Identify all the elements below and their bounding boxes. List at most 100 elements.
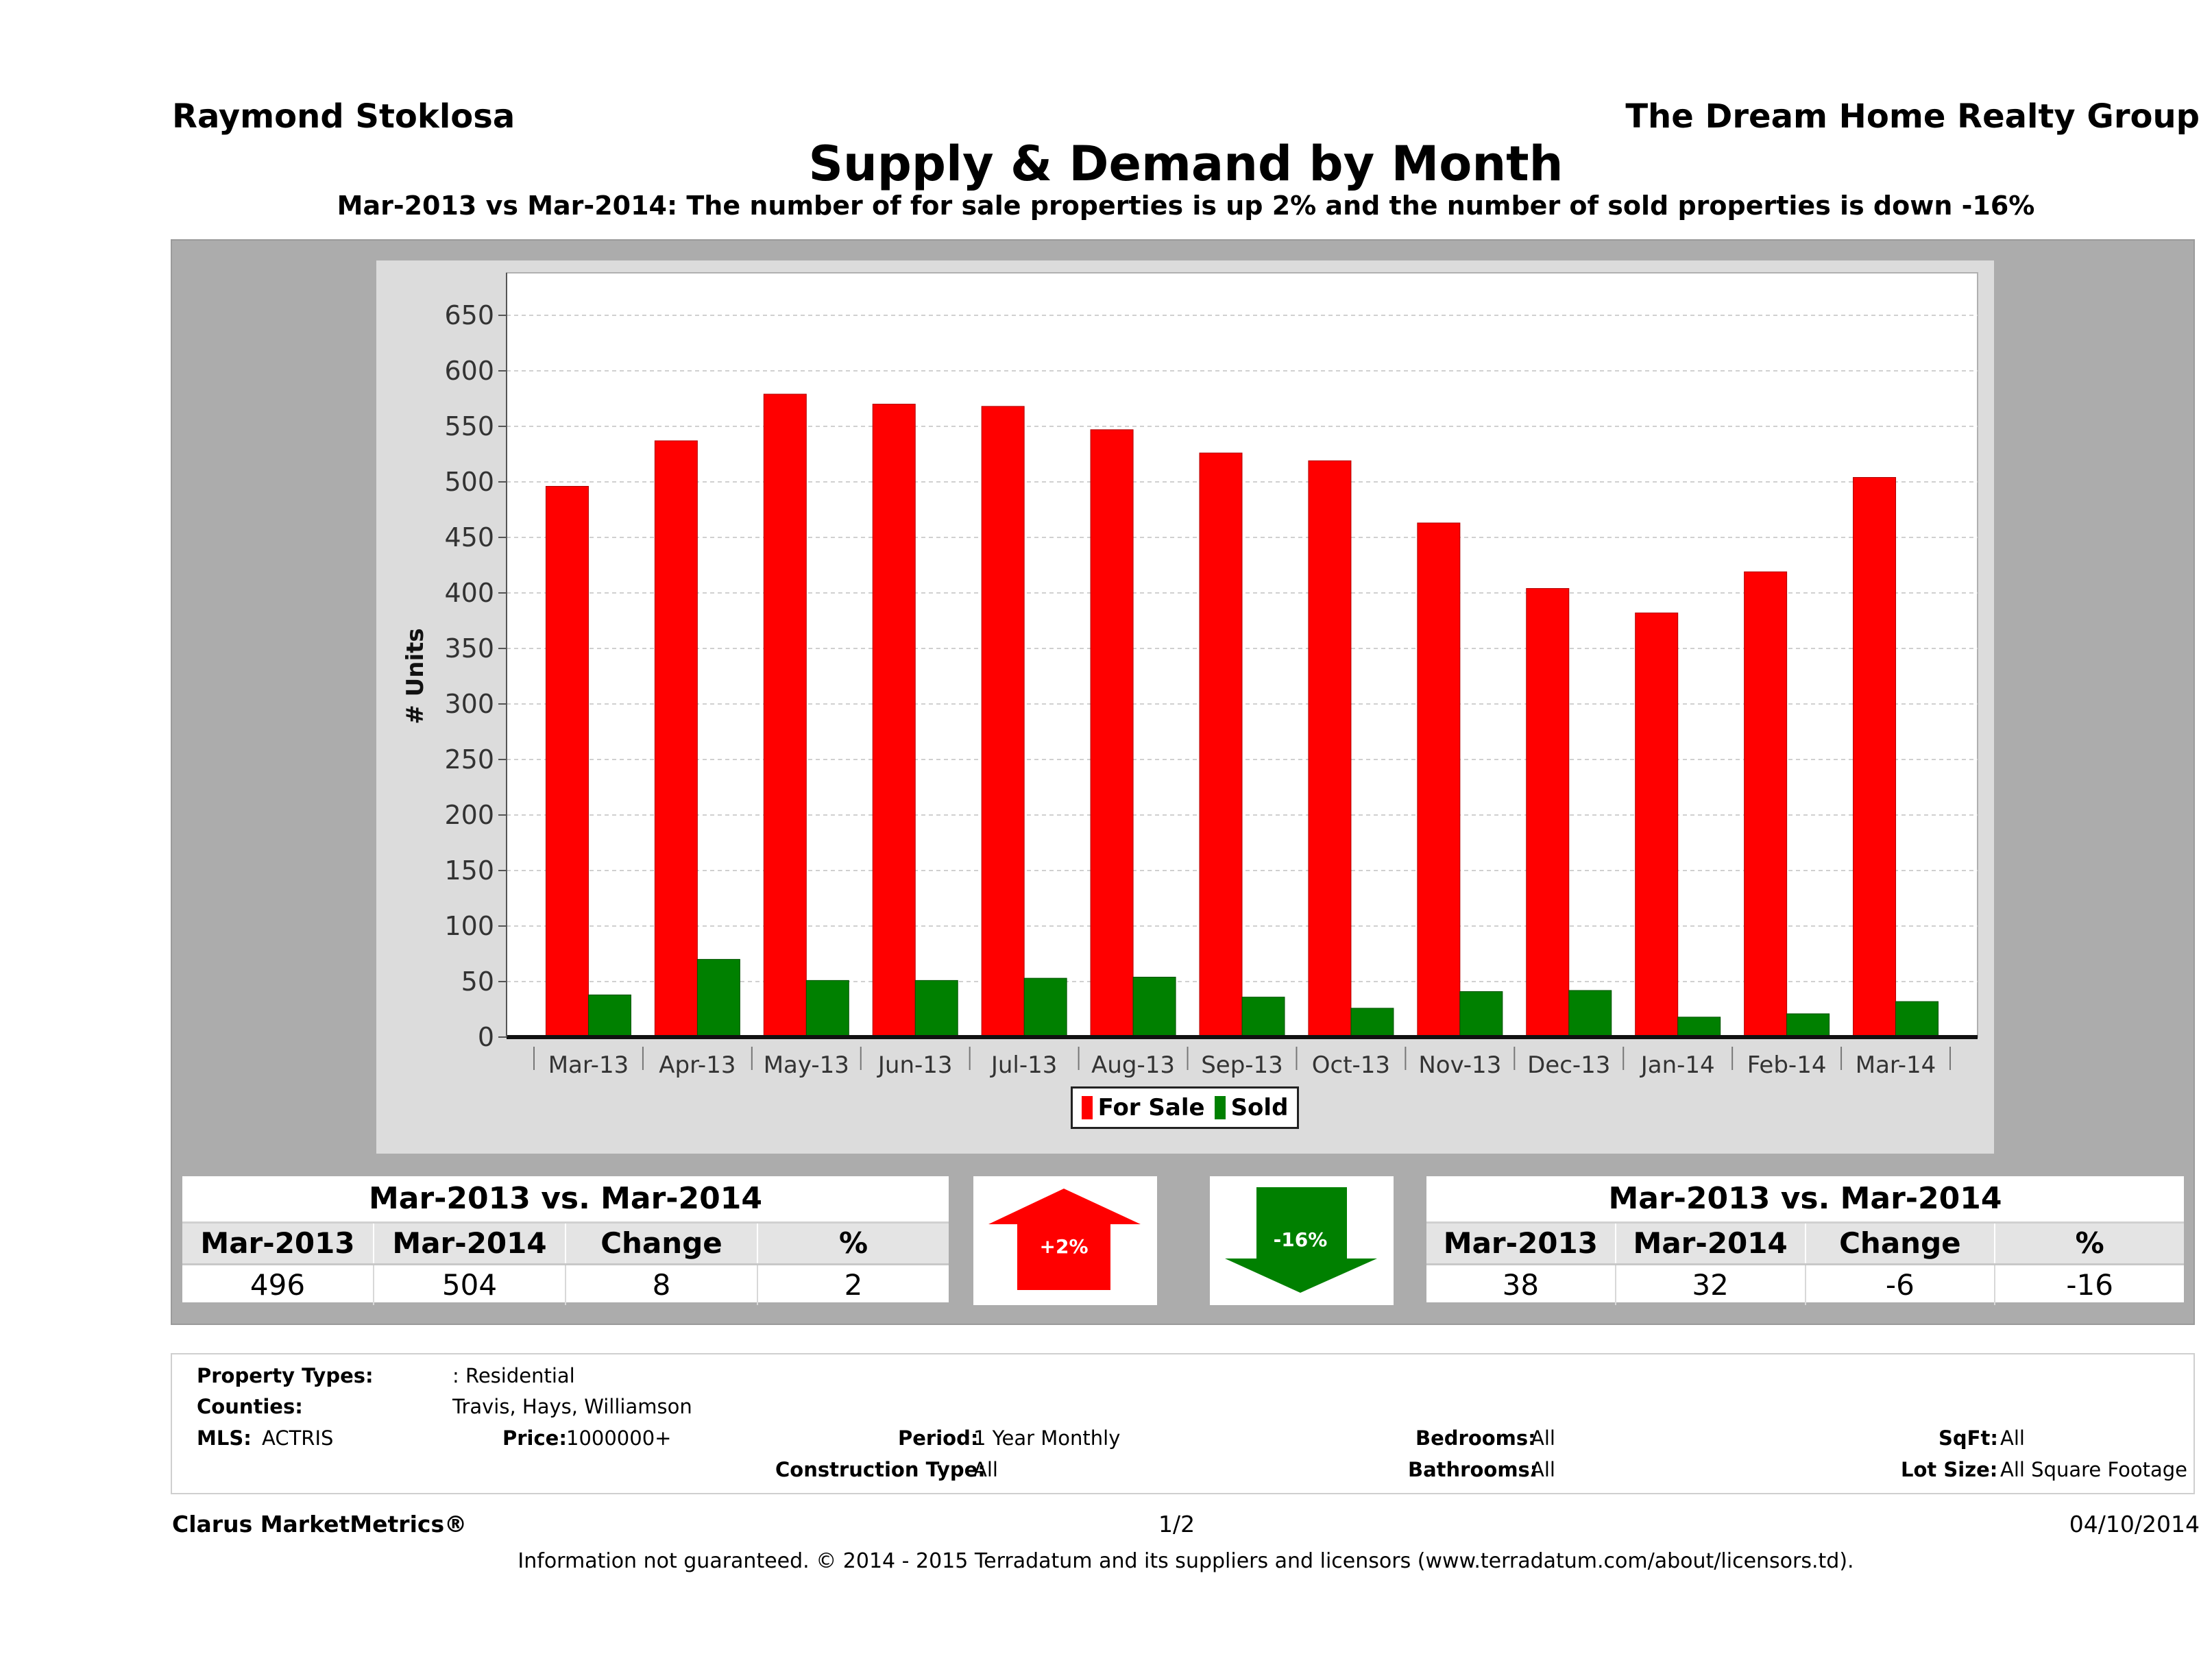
bar-for-sale — [1635, 612, 1679, 1038]
stats-value-row: 496 504 8 2 — [182, 1265, 949, 1305]
y-tick-label: 250 — [444, 744, 494, 775]
stats-header-cell: Mar-2014 — [374, 1224, 566, 1263]
bar-for-sale — [1417, 522, 1461, 1038]
bar-sold — [1241, 997, 1285, 1038]
stats-header-cell: Mar-2013 — [1426, 1224, 1616, 1263]
construction-type-label: Construction Type: — [775, 1458, 986, 1481]
period-value: 1 Year Monthly — [973, 1426, 1121, 1450]
x-tick-label: Apr-13 — [659, 1051, 736, 1079]
stats-header-cell: Change — [1806, 1224, 1996, 1263]
legend-item-for-sale: For Sale — [1081, 1094, 1205, 1121]
y-tick-label: 50 — [461, 966, 494, 997]
x-tick-label: Mar-13 — [548, 1051, 629, 1079]
y-tick-label: 0 — [478, 1022, 494, 1052]
bar-for-sale — [981, 406, 1025, 1038]
price-value: 1000000+ — [566, 1426, 672, 1450]
counties-value: Travis, Hays, Williamson — [452, 1395, 692, 1418]
mls-label: MLS: — [197, 1426, 252, 1450]
page-number: 1/2 — [1158, 1511, 1195, 1537]
up-arrow-label: +2% — [1040, 1235, 1089, 1258]
report-date: 04/10/2014 — [2069, 1511, 2200, 1537]
bar-for-sale — [545, 485, 589, 1038]
property-types-label: Property Types: — [197, 1364, 374, 1387]
stats-header-cell: % — [2075, 1226, 2104, 1260]
stats-value-cell: 8 — [566, 1265, 758, 1305]
for-sale-change-indicator: +2% — [973, 1176, 1157, 1305]
bar-sold — [1568, 990, 1612, 1038]
chart-title: Supply & Demand by Month — [808, 136, 1564, 192]
stats-value-cell: 496 — [182, 1265, 374, 1305]
y-tick-label: 550 — [444, 411, 494, 441]
y-tick-label: 300 — [444, 689, 494, 719]
stats-value-cell: 504 — [374, 1265, 566, 1305]
stats-title: Mar-2013 vs. Mar-2014 — [182, 1176, 949, 1224]
x-tick-label: May-13 — [764, 1051, 849, 1079]
legend-swatch-for-sale — [1081, 1096, 1093, 1119]
stats-value-cell: -16 — [2066, 1268, 2113, 1302]
y-tick-label: 100 — [444, 911, 494, 941]
x-tick-label: Jul-13 — [990, 1051, 1058, 1079]
x-tick-label: Feb-14 — [1747, 1051, 1827, 1079]
sold-change-indicator: -16% — [1210, 1176, 1394, 1305]
sold-stats-table: Mar-2013 vs. Mar-2014 Mar-2013 Mar-2014 … — [1426, 1176, 2184, 1305]
stats-header-cell: Change — [566, 1224, 758, 1263]
bar-for-sale — [1744, 571, 1788, 1038]
stats-value-cell: 38 — [1426, 1265, 1616, 1305]
bar-for-sale — [872, 404, 916, 1038]
stats-header-cell: Mar-2013 — [182, 1224, 374, 1263]
legend-label-for-sale: For Sale — [1097, 1094, 1205, 1121]
footer-brand: Clarus MarketMetrics® — [172, 1511, 467, 1537]
y-tick-label: 650 — [444, 300, 494, 330]
chart-subtitle: Mar-2013 vs Mar-2014: The number of for … — [337, 191, 2035, 221]
y-tick-label: 150 — [444, 855, 494, 886]
down-arrow-label: -16% — [1274, 1228, 1328, 1251]
bedrooms-label: Bedrooms: — [1415, 1426, 1536, 1450]
agent-name: Raymond Stoklosa — [172, 97, 515, 136]
bedrooms-value: All — [1531, 1426, 1555, 1450]
lot-size-label: Lot Size: — [1901, 1458, 1998, 1481]
mls-value: ACTRIS — [262, 1426, 334, 1450]
y-tick-label: 500 — [444, 467, 494, 497]
y-axis-label: # Units — [402, 628, 429, 724]
bathrooms-value: All — [1531, 1458, 1555, 1481]
bar-sold — [1350, 1008, 1394, 1038]
bar-sold — [1786, 1013, 1830, 1038]
bar-for-sale — [1853, 477, 1897, 1038]
lot-size-value: All Square Footage — [2000, 1458, 2188, 1481]
sqft-value: All — [2000, 1426, 2025, 1450]
stats-header-cell: Mar-2014 — [1616, 1224, 1806, 1263]
filter-criteria-box — [171, 1353, 2195, 1494]
bathrooms-label: Bathrooms: — [1408, 1458, 1538, 1481]
x-tick-label: Aug-13 — [1091, 1051, 1175, 1079]
stats-header-row: Mar-2013 Mar-2014 Change % — [182, 1224, 949, 1265]
bar-for-sale — [1308, 460, 1352, 1038]
bar-sold — [1132, 977, 1176, 1038]
legend-label-sold: Sold — [1230, 1094, 1289, 1121]
x-tick-label: Sep-13 — [1201, 1051, 1283, 1079]
property-types-value: : Residential — [452, 1364, 575, 1387]
stats-value-cell: 32 — [1616, 1265, 1806, 1305]
construction-type-value: All — [973, 1458, 998, 1481]
x-tick-label: Jun-13 — [877, 1051, 953, 1079]
legend-item-sold: Sold — [1214, 1094, 1289, 1121]
price-label: Price: — [502, 1426, 567, 1450]
chart-legend: For Sale Sold — [1071, 1086, 1299, 1129]
stats-value-cell: 2 — [844, 1268, 863, 1302]
y-tick-label: 350 — [444, 633, 494, 664]
bar-sold — [696, 959, 740, 1038]
bar-sold — [914, 980, 958, 1038]
stats-value-row: 38 32 -6 -16 — [1426, 1265, 2184, 1305]
bar-sold — [587, 994, 631, 1038]
bar-for-sale — [1199, 452, 1243, 1038]
x-tick-label: Oct-13 — [1312, 1051, 1390, 1079]
x-tick-label: Dec-13 — [1527, 1051, 1610, 1079]
x-tick-label: Mar-14 — [1856, 1051, 1936, 1079]
bar-sold — [1677, 1017, 1721, 1038]
chart-panel: 0 50 100 150 200 250 300 350 400 450 500 550 600 650 #… — [376, 260, 1994, 1154]
stats-header-row: Mar-2013 Mar-2014 Change % — [1426, 1224, 2184, 1265]
bar-for-sale — [763, 393, 807, 1038]
down-arrow-icon — [1225, 1187, 1377, 1293]
bar-chart: 0 50 100 150 200 250 300 350 400 450 500 550 600 650 #… — [402, 272, 1978, 1079]
y-tick-label: 600 — [444, 356, 494, 386]
counties-label: Counties: — [197, 1395, 303, 1418]
